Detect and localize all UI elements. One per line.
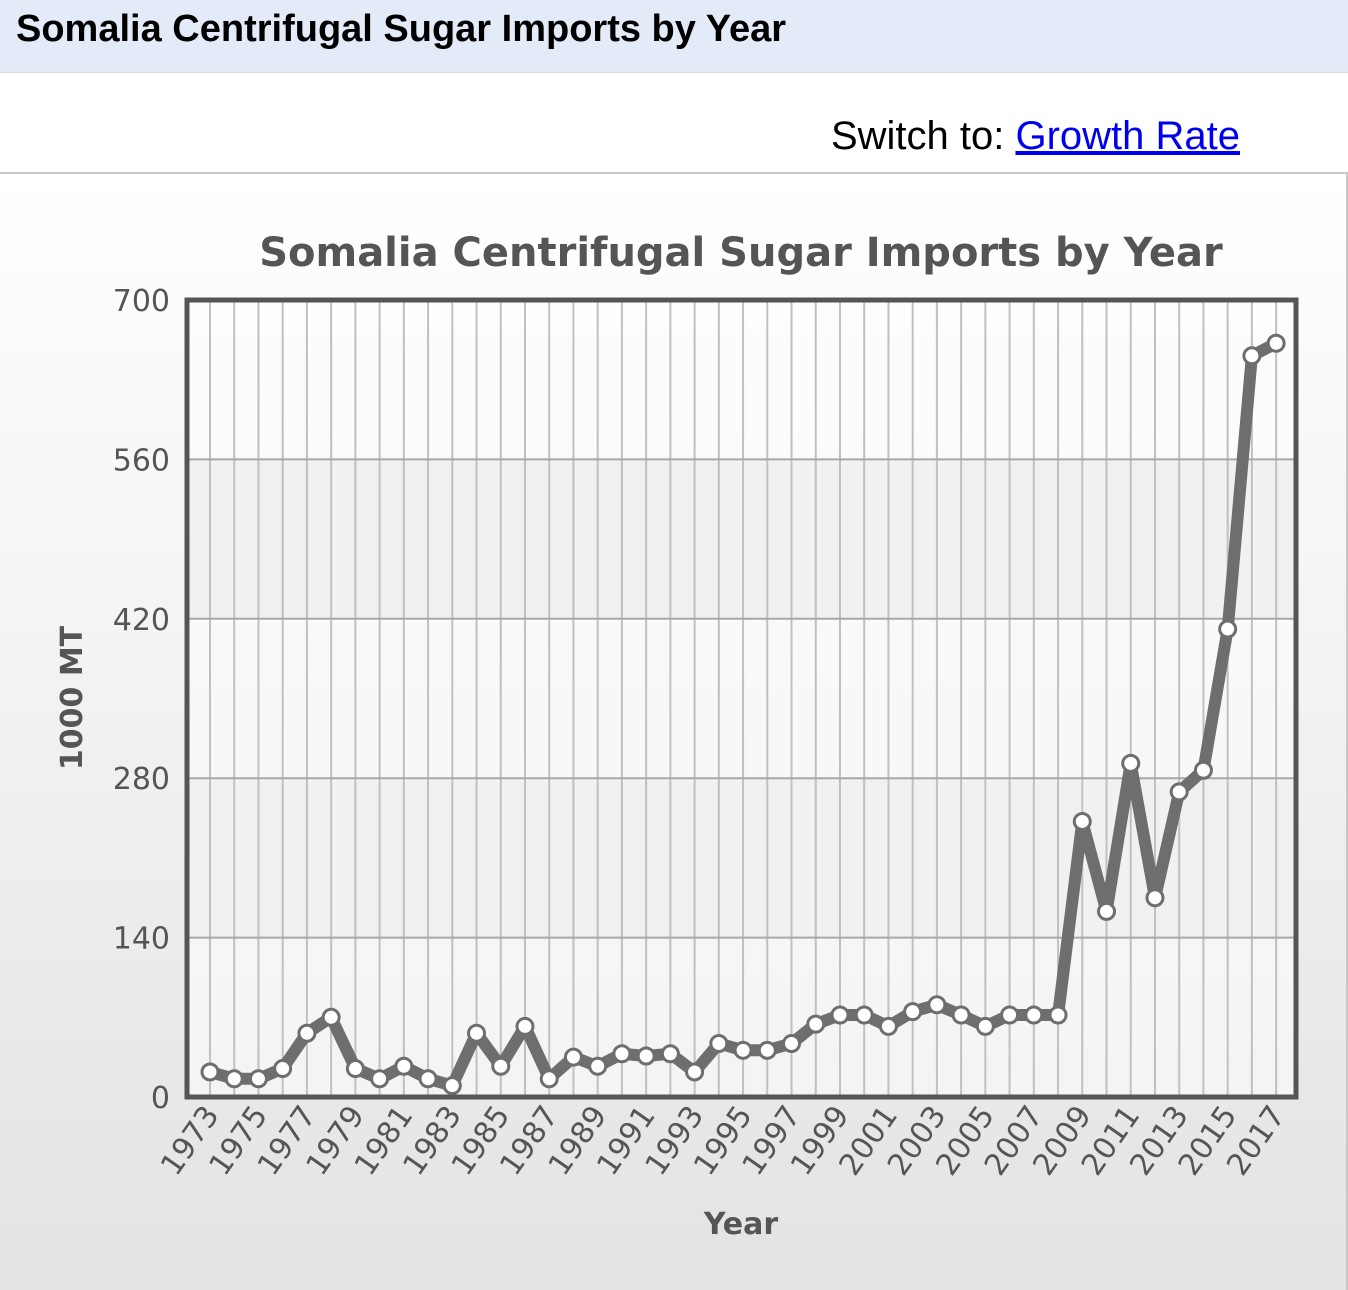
plot-border [184, 297, 1299, 1100]
line-chart: Somalia Centrifugal Sugar Imports by Yea… [55, 230, 1299, 1242]
data-point[interactable] [1072, 811, 1092, 831]
data-point[interactable] [200, 1062, 220, 1082]
data-point[interactable] [612, 1044, 632, 1064]
data-point[interactable] [757, 1040, 777, 1060]
data-point[interactable] [1242, 346, 1262, 366]
data-point[interactable] [588, 1056, 608, 1076]
data-point[interactable] [733, 1040, 753, 1060]
data-point[interactable] [636, 1046, 656, 1066]
data-point[interactable] [975, 1016, 995, 1036]
data-point[interactable] [1097, 901, 1117, 921]
y-tick-labels: 0 140 280 420 560 700 [113, 284, 170, 1116]
page-title: Somalia Centrifugal Sugar Imports by Yea… [16, 8, 787, 50]
y-tick-label: 280 [113, 762, 170, 797]
data-point[interactable] [903, 1002, 923, 1022]
data-point[interactable] [1193, 760, 1213, 780]
data-point[interactable] [442, 1076, 462, 1096]
data-point[interactable] [1218, 619, 1238, 639]
data-point[interactable] [467, 1023, 487, 1043]
data-point[interactable] [854, 1005, 874, 1025]
data-point[interactable] [273, 1059, 293, 1079]
data-point[interactable] [660, 1044, 680, 1064]
data-point[interactable] [951, 1005, 971, 1025]
y-tick-label: 560 [113, 443, 170, 478]
y-tick-label: 700 [113, 284, 170, 319]
data-point[interactable] [878, 1016, 898, 1036]
data-point[interactable] [1000, 1005, 1020, 1025]
header-bar: Somalia Centrifugal Sugar Imports by Yea… [0, 0, 1348, 73]
y-gridlines [187, 458, 1296, 939]
data-point[interactable] [297, 1023, 317, 1043]
data-point[interactable] [1048, 1005, 1068, 1025]
switch-row: Switch to: Growth Rate [831, 114, 1240, 159]
data-point[interactable] [1266, 333, 1286, 353]
y-tick-label: 0 [151, 1081, 170, 1116]
y-axis-label: 1000 MT [55, 625, 90, 770]
y-band [187, 459, 1296, 619]
data-point[interactable] [321, 1007, 341, 1027]
series-markers [200, 333, 1286, 1096]
chart-panel: Somalia Centrifugal Sugar Imports by Yea… [0, 172, 1348, 1290]
data-point[interactable] [418, 1069, 438, 1089]
data-point[interactable] [224, 1069, 244, 1089]
data-point[interactable] [830, 1005, 850, 1025]
data-point[interactable] [709, 1033, 729, 1053]
y-tick-label: 420 [113, 603, 170, 638]
growth-rate-link[interactable]: Growth Rate [1015, 114, 1240, 158]
switch-prefix: Switch to: [830, 114, 1005, 158]
data-point[interactable] [345, 1059, 365, 1079]
x-gridlines [209, 300, 1278, 1097]
data-point[interactable] [782, 1033, 802, 1053]
data-point[interactable] [1121, 753, 1141, 773]
x-axis-label: Year [703, 1207, 779, 1242]
data-point[interactable] [1145, 888, 1165, 908]
data-point[interactable] [370, 1069, 390, 1089]
x-tick-labels: 1973197519771979198119831985198719891991… [154, 1100, 1293, 1183]
data-point[interactable] [491, 1056, 511, 1076]
data-point[interactable] [563, 1047, 583, 1067]
chart-title: Somalia Centrifugal Sugar Imports by Yea… [259, 230, 1223, 276]
plot-area [187, 300, 1296, 1097]
data-point[interactable] [927, 995, 947, 1015]
data-point[interactable] [515, 1016, 535, 1036]
data-point[interactable] [1169, 782, 1189, 802]
data-point[interactable] [685, 1062, 705, 1082]
data-point[interactable] [539, 1069, 559, 1089]
y-tick-label: 140 [113, 922, 170, 957]
data-point[interactable] [806, 1014, 826, 1034]
data-point[interactable] [1024, 1005, 1044, 1025]
data-point[interactable] [394, 1056, 414, 1076]
data-point[interactable] [248, 1069, 268, 1089]
